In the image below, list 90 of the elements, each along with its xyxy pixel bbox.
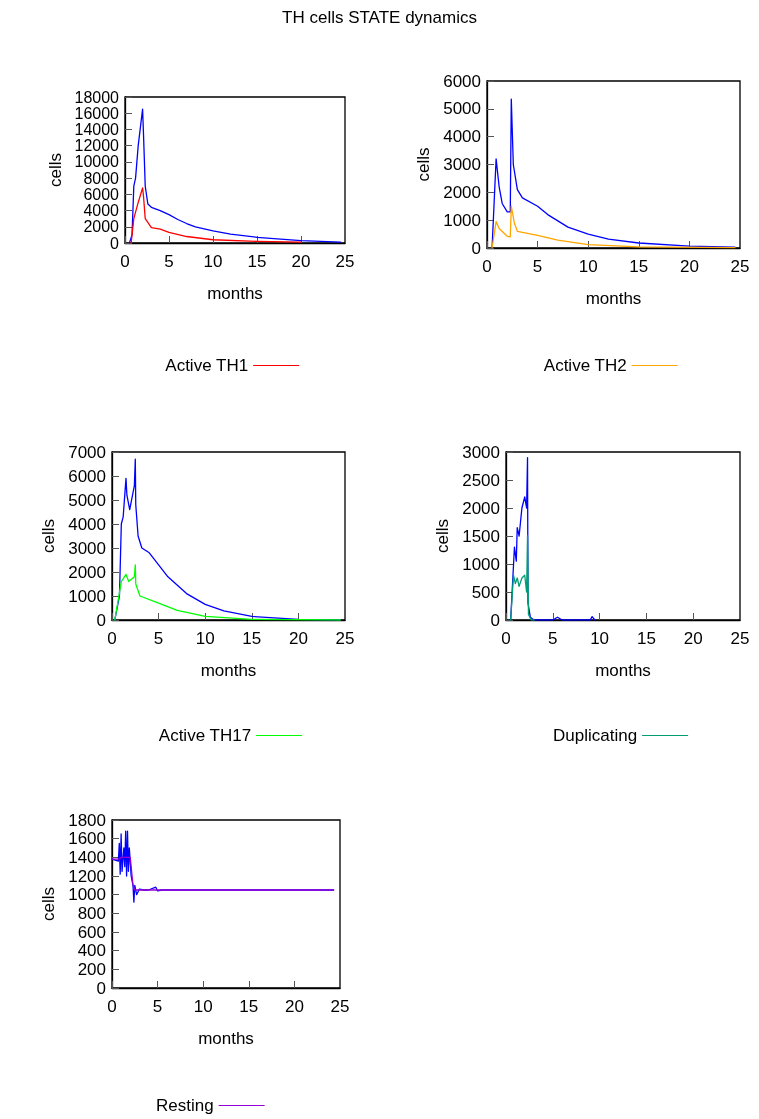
y-tick-label: 4000 [443,127,481,147]
x-axis-title: months [595,661,651,680]
y-tick-label: 2500 [462,470,500,490]
x-axis-title: months [198,1029,254,1048]
legend-label: Active TH1 [165,356,249,375]
x-tick-label: 15 [629,257,649,276]
y-tick-label: 3000 [462,442,500,462]
y-tick-label: 1000 [68,885,106,905]
x-tick-label: 10 [195,629,215,648]
y-axis-title: cells [414,147,434,182]
y-tick-label: 2000 [462,498,500,518]
line-series [130,187,302,244]
x-tick-label: 10 [203,252,223,271]
x-tick-label: 10 [578,257,598,276]
x-tick-label: 25 [335,252,355,271]
y-tick-label: 7000 [68,442,106,462]
y-tick-label: 0 [471,238,481,258]
x-tick-label: 25 [730,629,750,648]
y-tick-label: 1000 [68,586,106,606]
text: TH cells STATE dynamics [281,8,478,28]
x-tick-label: 15 [636,629,656,648]
x-tick-label: 25 [330,997,350,1016]
x-tick-label: 25 [335,629,355,648]
y-tick-label: 1000 [443,210,481,230]
line-series [491,98,736,249]
y-tick-label: 4000 [68,514,106,534]
y-tick-label: 600 [77,922,106,942]
y-tick-label: 0 [490,610,500,630]
x-tick-label: 20 [291,252,311,271]
y-tick-label: 6000 [443,71,481,91]
x-tick-label: 5 [152,997,163,1016]
y-tick-label: 6000 [83,185,120,203]
y-tick-label: 0 [96,978,106,998]
y-tick-label: 5000 [68,490,106,510]
x-tick-label: 20 [679,257,699,276]
line-series [510,535,535,621]
y-tick-label: 16000 [74,104,120,122]
y-tick-label: 1800 [68,810,106,830]
y-tick-label: 14000 [74,120,120,138]
y-tick-label: 1000 [462,554,500,574]
y-tick-label: 8000 [83,169,120,187]
y-tick-label: 6000 [68,466,106,486]
line-series [111,856,335,891]
x-tick-label: 15 [242,629,262,648]
y-tick-label: 2000 [83,218,120,236]
y-tick-label: 500 [471,582,500,602]
x-tick-label: 5 [532,257,543,276]
x-axis-title: months [207,284,263,303]
y-tick-label: 1500 [462,526,500,546]
y-axis-title: cells [39,518,59,554]
y-axis-title: cells [433,518,453,554]
legend-label: Active TH2 [543,356,627,375]
y-axis-title: cells [45,152,65,188]
y-tick-label: 800 [77,903,106,923]
x-tick-label: 5 [548,629,558,648]
y-tick-label: 3000 [68,538,106,558]
legend-label: Duplicating [552,726,638,745]
line-series [128,108,342,244]
y-tick-label: 10000 [74,153,120,171]
y-tick-label: 2000 [68,562,106,582]
x-axis-title: months [585,289,642,308]
x-tick-label: 20 [284,997,304,1016]
legend-label: Active TH17 [158,726,252,745]
x-tick-label: 10 [590,629,610,648]
y-tick-label: 0 [96,610,106,630]
x-tick-label: 25 [730,257,750,276]
x-tick-label: 20 [288,629,308,648]
x-tick-label: 10 [193,997,213,1016]
x-tick-label: 20 [683,629,703,648]
legend-label: Resting [156,1096,214,1115]
y-tick-label: 18000 [74,88,120,106]
x-tick-label: 5 [164,252,174,271]
y-tick-label: 5000 [443,99,481,119]
y-axis-title: cells [39,886,59,922]
y-tick-label: 3000 [443,155,481,174]
x-tick-label: 15 [247,252,267,271]
y-tick-label: 2000 [443,182,481,202]
y-tick-label: 0 [110,234,120,252]
line-series [114,564,341,621]
y-tick-label: 1200 [68,866,106,886]
x-tick-label: 5 [153,629,164,648]
y-tick-label: 12000 [74,137,120,155]
y-tick-label: 1600 [68,829,106,849]
x-tick-label: 15 [239,997,259,1016]
y-tick-label: 4000 [83,202,120,220]
line-series [491,205,736,249]
y-tick-label: 1400 [68,847,106,867]
x-axis-title: months [200,661,257,680]
y-tick-label: 400 [77,941,106,961]
y-tick-label: 200 [77,959,106,979]
